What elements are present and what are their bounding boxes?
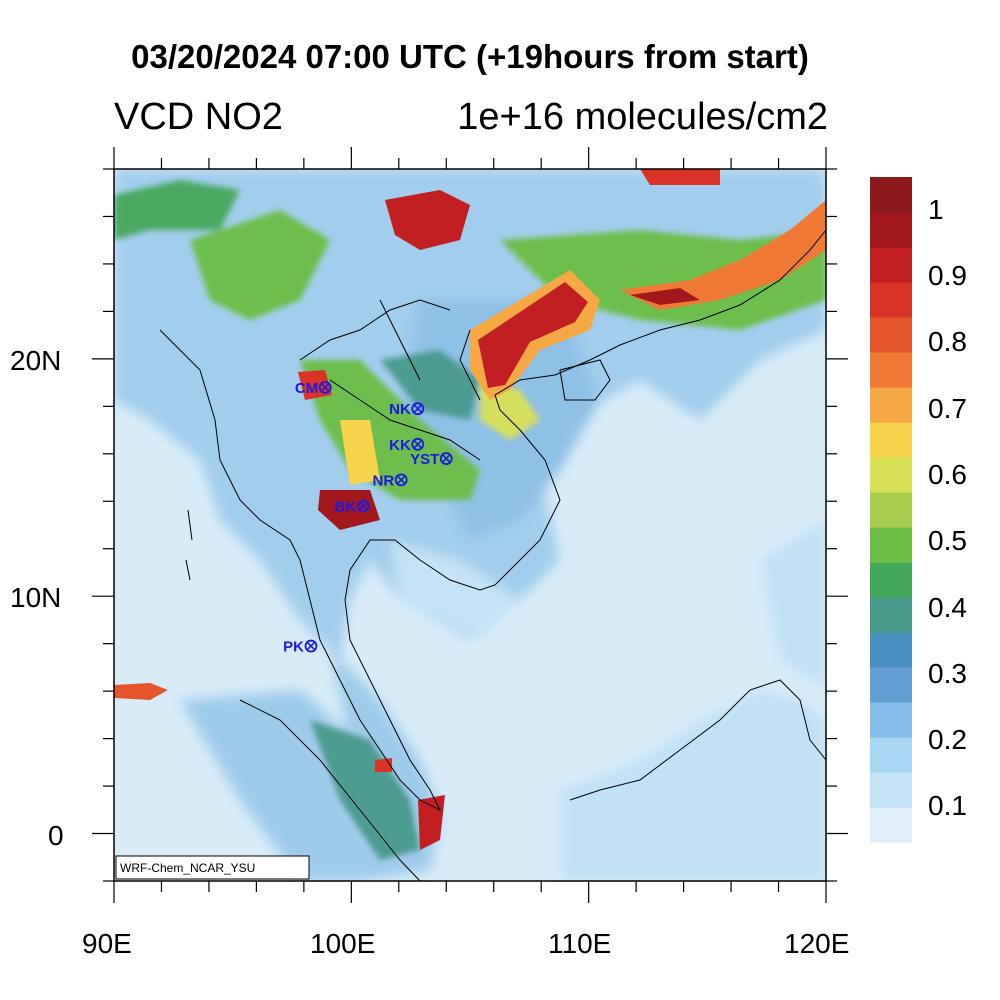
north-edge-hotspot xyxy=(640,169,720,185)
site-cm: CM xyxy=(295,380,332,397)
malay-field xyxy=(330,650,440,810)
site-pk: PK xyxy=(283,639,318,656)
site-bk: BK xyxy=(335,499,370,516)
andaman-islands xyxy=(185,509,193,581)
cbar-label-0.8: 0.8 xyxy=(928,326,967,357)
site-nr: NR xyxy=(373,472,408,489)
units-label: 1e+16 molecules/cm2 xyxy=(457,96,828,138)
site-cross xyxy=(306,641,316,651)
site-cross xyxy=(320,382,330,392)
site-label: PK xyxy=(283,639,304,656)
credit-frame xyxy=(115,855,310,880)
plot-title: 03/20/2024 07:00 UTC (+19hours from star… xyxy=(131,38,809,75)
lon-label-110e: 110E xyxy=(548,928,612,959)
colorbar-swatch xyxy=(870,247,912,283)
laos-green xyxy=(380,350,480,420)
lon-label-100e: 100E xyxy=(310,928,376,959)
hanoi-hotspot-core xyxy=(478,282,588,388)
pearl-river-hotspot xyxy=(620,200,826,310)
colorbar-swatch xyxy=(870,282,912,318)
sumatra-green xyxy=(310,720,420,860)
cbar-label-0.6: 0.6 xyxy=(928,459,967,490)
cbar-label-0.7: 0.7 xyxy=(928,393,967,424)
cbar-label-0.3: 0.3 xyxy=(928,658,967,689)
site-cross xyxy=(358,501,368,511)
central-thai-yellow xyxy=(340,420,380,485)
gulf-low-field xyxy=(390,540,520,640)
andaman-plume xyxy=(114,683,168,700)
site-marker-icon xyxy=(356,499,370,513)
site-label: NK xyxy=(389,401,411,418)
site-marker-icon xyxy=(411,402,425,416)
colorbar xyxy=(870,177,912,843)
colorbar-swatch xyxy=(870,667,912,703)
nw-green-band xyxy=(114,180,240,240)
cbar-label-0.9: 0.9 xyxy=(928,260,967,291)
site-marker-icon xyxy=(394,473,408,487)
site-yst: YST xyxy=(410,451,453,468)
site-cross xyxy=(413,404,423,414)
site-cross xyxy=(396,475,406,485)
site-kk: KK xyxy=(389,437,425,454)
hainan-coast xyxy=(559,359,611,401)
site-marker-icon xyxy=(318,380,332,394)
site-cross xyxy=(441,454,451,463)
cbar-label-0.2: 0.2 xyxy=(928,724,967,755)
colorbar-swatch xyxy=(870,317,912,353)
colorbar-swatch xyxy=(870,352,912,388)
border-lines xyxy=(299,299,481,461)
cbar-label-1: 1 xyxy=(928,194,944,225)
credit-text: WRF-Chem_NCAR_YSU xyxy=(120,861,255,875)
colorbar-swatch xyxy=(870,632,912,668)
site-cross xyxy=(413,439,423,449)
colorbar-swatch xyxy=(870,702,912,738)
map-frame xyxy=(113,168,827,882)
lat-label-10n: 10N xyxy=(10,582,62,613)
lat-label-20n: 20N xyxy=(10,345,62,376)
cbar-label-0.4: 0.4 xyxy=(928,592,967,623)
credit-box: WRF-Chem_NCAR_YSU xyxy=(115,855,310,880)
colorbar-swatch xyxy=(870,807,912,843)
pearl-river-core xyxy=(630,288,700,305)
site-nk: NK xyxy=(389,401,425,418)
sumatra-coast xyxy=(239,699,421,881)
site-label: CM xyxy=(295,380,318,397)
colorbar-swatch xyxy=(870,387,912,423)
borneo-coast xyxy=(569,679,826,801)
colorbar-swatch xyxy=(870,597,912,633)
site-marker-icon xyxy=(411,437,425,451)
colorbar-swatch xyxy=(870,422,912,458)
yunnan-green-band xyxy=(190,210,330,320)
lon-label-120e: 120E xyxy=(784,928,850,959)
philippines-field xyxy=(760,520,826,690)
colorbar-swatch xyxy=(870,562,912,598)
lat-label-0: 0 xyxy=(48,820,64,851)
variable-label: VCD NO2 xyxy=(114,96,283,138)
colorbar-swatch xyxy=(870,457,912,493)
coastlines xyxy=(159,229,826,881)
cbar-label-0.5: 0.5 xyxy=(928,525,967,556)
colorbar-swatch xyxy=(870,737,912,773)
colorbar-swatch xyxy=(870,492,912,528)
cbar-label-0.1: 0.1 xyxy=(928,790,967,821)
site-marker-icon xyxy=(439,452,453,465)
tick-marks xyxy=(92,147,848,903)
site-label: BK xyxy=(335,499,357,516)
colorbar-swatch xyxy=(870,527,912,563)
site-label: KK xyxy=(389,437,411,454)
site-label: YST xyxy=(410,451,439,468)
thai-green-band xyxy=(300,360,480,500)
site-marker-icon xyxy=(304,639,318,653)
borneo-field xyxy=(560,690,826,881)
lon-label-90e: 90E xyxy=(82,928,132,959)
colorbar-swatch xyxy=(870,177,912,213)
medium-no2-field xyxy=(114,180,826,860)
site-label: NR xyxy=(373,472,395,489)
colorbar-swatch xyxy=(870,212,912,248)
sichuan-hotspot xyxy=(385,190,470,250)
colorbar-swatch xyxy=(870,772,912,808)
